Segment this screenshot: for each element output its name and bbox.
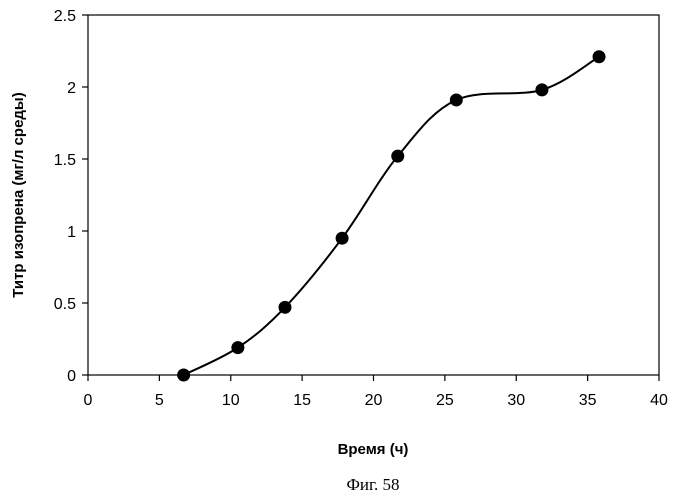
y-tick-label: 1 [67,224,76,241]
data-point [391,150,404,163]
data-point [336,232,349,245]
x-tick-label: 25 [436,392,454,409]
data-point [278,301,291,314]
x-tick-label: 30 [507,392,525,409]
y-tick-label: 1.5 [54,152,76,169]
x-tick-label: 20 [365,392,383,409]
y-tick-label: 2.5 [54,8,76,25]
data-point [593,50,606,63]
figure-caption: Фиг. 58 [346,475,399,494]
data-point [450,93,463,106]
series-markers [177,50,605,381]
series-line [184,57,599,375]
x-tick-label: 15 [293,392,311,409]
x-tick-label: 40 [650,392,668,409]
x-tick-label: 10 [222,392,240,409]
y-axis-title: Титр изопрена (мг/л среды) [10,92,27,297]
y-axis: 0 0.5 1 1.5 2 2.5 [54,8,88,385]
y-tick-label: 2 [67,80,76,97]
data-point [535,83,548,96]
x-tick-label: 0 [84,392,93,409]
y-tick-label: 0 [67,368,76,385]
plot-frame [88,15,659,375]
y-tick-label: 0.5 [54,296,76,313]
x-axis: 0 5 10 15 20 25 30 35 40 [84,375,668,409]
x-tick-label: 5 [155,392,164,409]
x-tick-label: 35 [579,392,597,409]
x-axis-title: Время (ч) [338,441,409,458]
data-point [177,369,190,382]
data-point [231,341,244,354]
